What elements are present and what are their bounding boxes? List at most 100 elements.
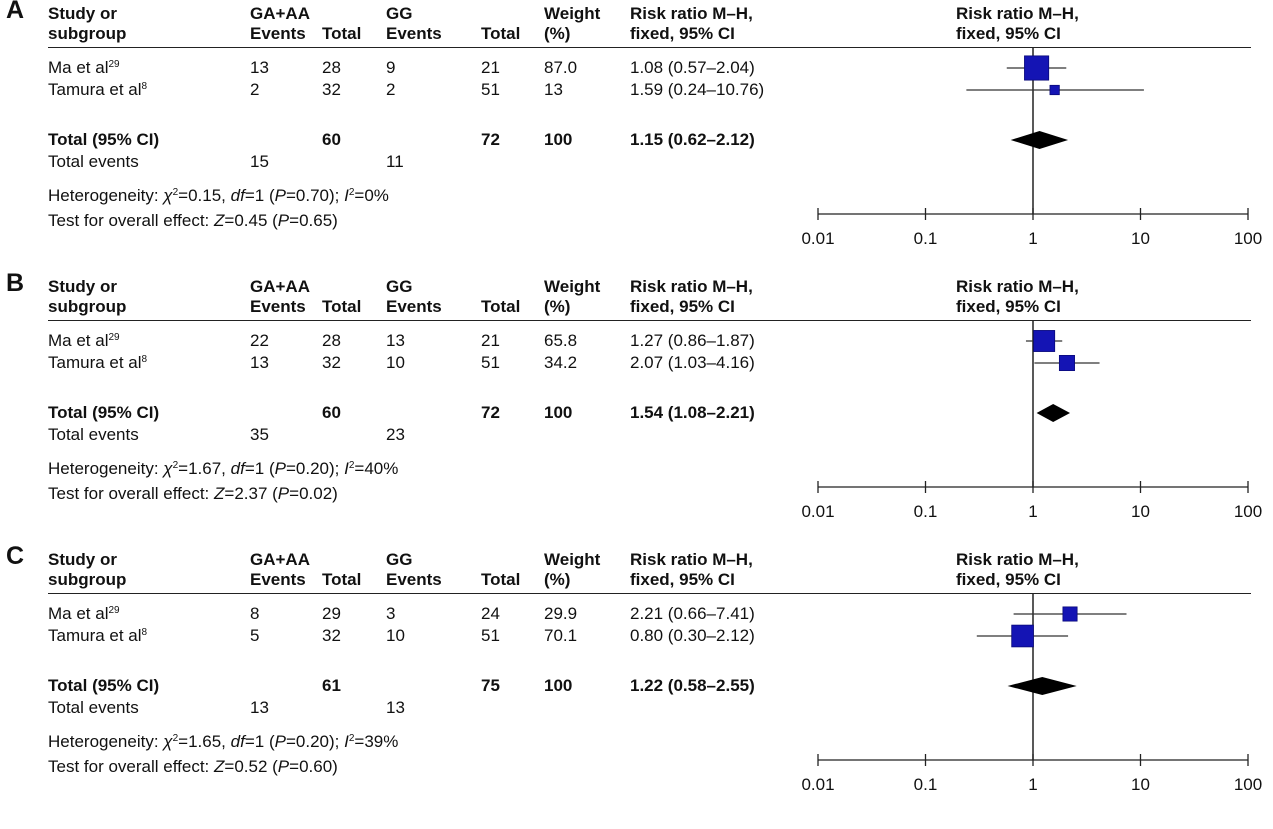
total-events-2: 11 [386, 152, 404, 171]
study-events-1: 2 [250, 80, 260, 99]
study-events-1: 22 [250, 331, 269, 350]
header-group2-events: Events [386, 24, 442, 43]
total-n-2: 72 [481, 130, 500, 149]
study-total-2: 24 [481, 604, 500, 623]
study-name: Ma et al29 [48, 58, 120, 77]
header-rr-line2: fixed, 95% CI [630, 24, 735, 43]
overall-effect-text: Test for overall effect: Z=0.45 (P=0.65) [48, 211, 338, 230]
total-n-1: 60 [322, 130, 341, 149]
total-ci-text: 1.15 (0.62–2.12) [630, 130, 755, 149]
study-name: Tamura et al8 [48, 626, 148, 645]
pooled-estimate-diamond [1036, 404, 1071, 422]
study-ci-text: 1.59 (0.24–10.76) [630, 80, 765, 99]
study-weight: 13 [544, 80, 563, 99]
study-estimate-box [1058, 354, 1075, 372]
x-tick-label: 1 [1028, 229, 1037, 248]
x-tick-label: 100 [1234, 502, 1262, 521]
header-group1: GA+AA [250, 4, 310, 23]
heterogeneity-text: Heterogeneity: χ2=0.15, df=1 (P=0.70); I… [48, 186, 389, 205]
panel-label: C [6, 542, 25, 570]
header-group1-total: Total [322, 24, 362, 43]
panel-label: B [6, 269, 25, 297]
study-weight: 70.1 [544, 626, 578, 645]
study-name: Tamura et al8 [48, 80, 148, 99]
header-weight-line2: (%) [544, 570, 571, 589]
header-group1-events: Events [250, 297, 306, 316]
header-rule [48, 320, 1251, 321]
total-label: Total (95% CI) [48, 676, 160, 695]
total-weight: 100 [544, 130, 573, 149]
study-total-1: 32 [322, 626, 341, 645]
study-ci-text: 1.27 (0.86–1.87) [630, 331, 755, 350]
header-study-line2: subgroup [48, 570, 127, 589]
total-n-2: 72 [481, 403, 500, 422]
total-weight: 100 [544, 676, 573, 695]
study-weight: 65.8 [544, 331, 578, 350]
forest-panel-b: B Study or subgroup GA+AA Events Total G… [0, 269, 1273, 543]
header-plot-line2: fixed, 95% CI [956, 297, 1061, 316]
header-plot-line1: Risk ratio M–H, [956, 4, 1079, 23]
study-total-2: 51 [481, 626, 500, 645]
study-events-1: 13 [250, 353, 269, 372]
header-group2-events: Events [386, 570, 442, 589]
header-weight-line1: Weight [544, 550, 601, 569]
total-label: Total (95% CI) [48, 130, 160, 149]
header-group1-events: Events [250, 570, 306, 589]
x-tick-label: 0.1 [914, 502, 938, 521]
study-events-2: 3 [386, 604, 396, 623]
study-estimate-box [1049, 84, 1060, 96]
pooled-estimate-diamond [1007, 677, 1077, 695]
study-total-2: 51 [481, 80, 500, 99]
study-ci-text: 0.80 (0.30–2.12) [630, 626, 755, 645]
total-events-1: 13 [250, 698, 269, 717]
total-events-1: 35 [250, 425, 269, 444]
x-tick-label: 100 [1234, 229, 1262, 248]
x-tick-label: 1 [1028, 502, 1037, 521]
panel-label: A [6, 0, 25, 24]
study-events-2: 13 [386, 331, 405, 350]
header-plot-line1: Risk ratio M–H, [956, 550, 1079, 569]
study-total-2: 21 [481, 331, 500, 350]
total-n-2: 75 [481, 676, 500, 695]
study-weight: 87.0 [544, 58, 578, 77]
forest-plot: 0.01 0.1 1 10 100 [801, 321, 1262, 521]
x-tick-label: 0.01 [801, 229, 834, 248]
header-study-line2: subgroup [48, 24, 127, 43]
forest-plot: 0.01 0.1 1 10 100 [801, 48, 1262, 248]
total-label: Total (95% CI) [48, 403, 160, 422]
header-group1: GA+AA [250, 277, 310, 296]
header-rr-line2: fixed, 95% CI [630, 297, 735, 316]
total-n-1: 61 [322, 676, 341, 695]
study-events-1: 8 [250, 604, 260, 623]
overall-effect-text: Test for overall effect: Z=2.37 (P=0.02) [48, 484, 338, 503]
x-tick-label: 1 [1028, 775, 1037, 794]
header-group1-total: Total [322, 570, 362, 589]
forest-plot: 0.01 0.1 1 10 100 [801, 594, 1262, 794]
total-events-label: Total events [48, 152, 139, 171]
header-study-line1: Study or [48, 550, 117, 569]
study-name: Ma et al29 [48, 604, 120, 623]
study-events-1: 5 [250, 626, 260, 645]
total-weight: 100 [544, 403, 573, 422]
total-ci-text: 1.54 (1.08–2.21) [630, 403, 755, 422]
header-weight-line2: (%) [544, 297, 571, 316]
header-group2-total: Total [481, 297, 521, 316]
study-ci-text: 2.07 (1.03–4.16) [630, 353, 755, 372]
study-estimate-box [1011, 624, 1034, 648]
x-tick-label: 0.01 [801, 775, 834, 794]
study-total-2: 21 [481, 58, 500, 77]
header-group1: GA+AA [250, 550, 310, 569]
total-ci-text: 1.22 (0.58–2.55) [630, 676, 755, 695]
study-events-2: 2 [386, 80, 396, 99]
study-total-1: 32 [322, 353, 341, 372]
header-rr-line1: Risk ratio M–H, [630, 550, 753, 569]
header-group2: GG [386, 277, 413, 296]
header-group2: GG [386, 550, 413, 569]
header-group2-events: Events [386, 297, 442, 316]
heterogeneity-text: Heterogeneity: χ2=1.65, df=1 (P=0.20); I… [48, 732, 399, 751]
study-estimate-box [1062, 606, 1078, 622]
forest-panel-a: A Study or subgroup GA+AA Events Total G… [0, 0, 1273, 270]
header-rule [48, 593, 1251, 594]
total-events-2: 13 [386, 698, 405, 717]
forest-panel-c: C Study or subgroup GA+AA Events Total G… [0, 542, 1273, 816]
